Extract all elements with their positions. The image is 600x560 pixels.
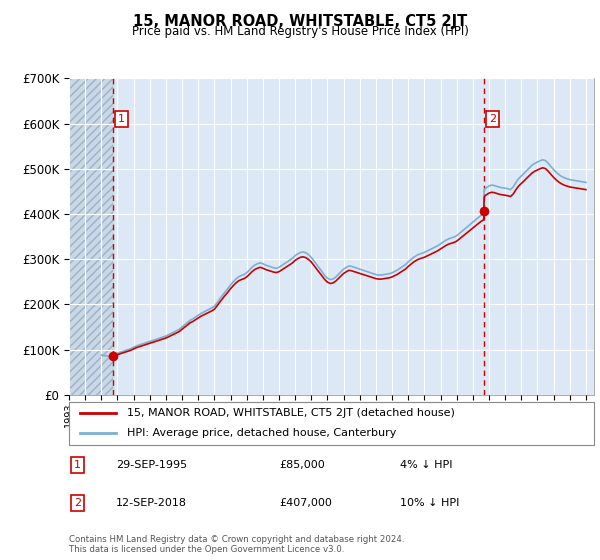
Text: 2: 2 [74,498,82,508]
Bar [69,78,113,395]
Text: Price paid vs. HM Land Registry's House Price Index (HPI): Price paid vs. HM Land Registry's House … [131,25,469,38]
Text: HPI: Average price, detached house, Canterbury: HPI: Average price, detached house, Cant… [127,428,396,438]
Bar [69,78,113,395]
Text: 12-SEP-2018: 12-SEP-2018 [116,498,187,508]
Text: 15, MANOR ROAD, WHITSTABLE, CT5 2JT: 15, MANOR ROAD, WHITSTABLE, CT5 2JT [133,14,467,29]
Text: £85,000: £85,000 [279,460,325,470]
Text: 29-SEP-1995: 29-SEP-1995 [116,460,187,470]
FancyBboxPatch shape [69,402,594,445]
Text: 4% ↓ HPI: 4% ↓ HPI [400,460,452,470]
Text: 2: 2 [489,114,496,124]
Text: 15, MANOR ROAD, WHITSTABLE, CT5 2JT (detached house): 15, MANOR ROAD, WHITSTABLE, CT5 2JT (det… [127,408,455,418]
Text: Contains HM Land Registry data © Crown copyright and database right 2024.
This d: Contains HM Land Registry data © Crown c… [69,535,404,554]
Text: 10% ↓ HPI: 10% ↓ HPI [400,498,459,508]
Text: 1: 1 [74,460,81,470]
Text: 1: 1 [118,114,125,124]
Text: £407,000: £407,000 [279,498,332,508]
